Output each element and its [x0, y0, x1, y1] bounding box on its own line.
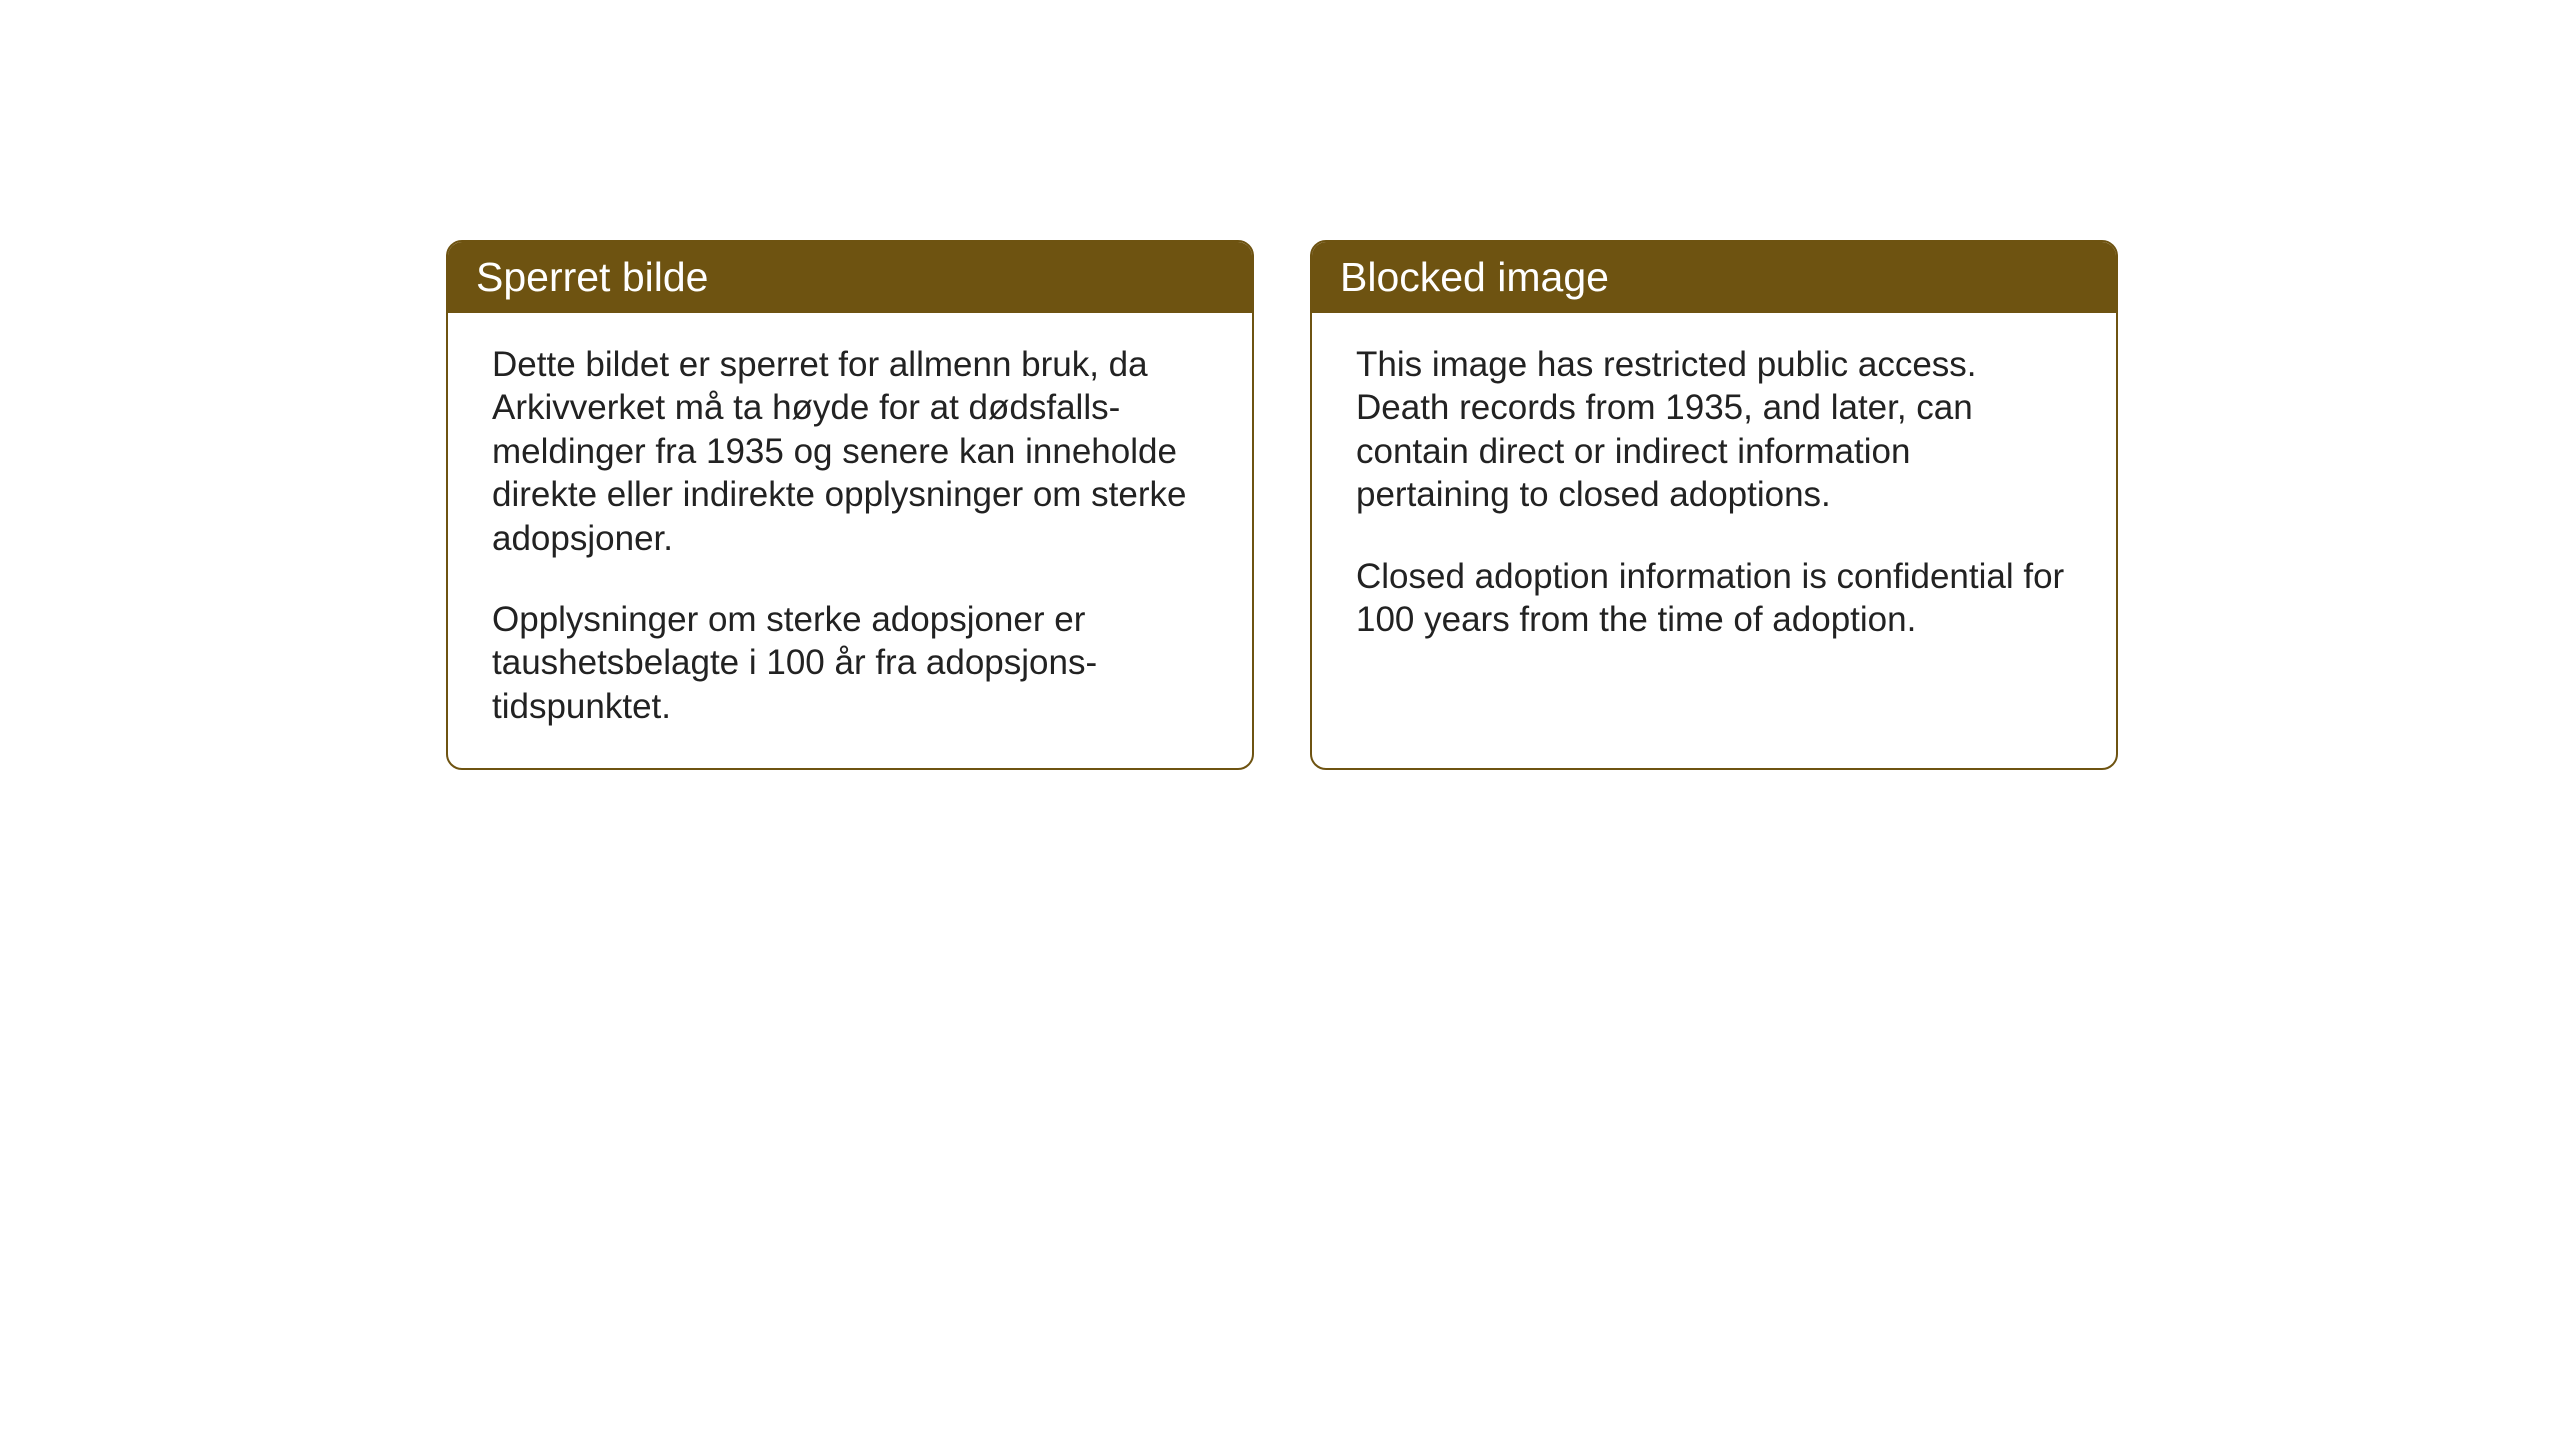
card-english: Blocked image This image has restricted … — [1310, 240, 2118, 770]
card-paragraph-english-1: This image has restricted public access.… — [1356, 343, 2072, 517]
card-paragraph-norwegian-1: Dette bildet er sperret for allmenn bruk… — [492, 343, 1208, 560]
card-header-norwegian: Sperret bilde — [448, 242, 1252, 313]
card-body-english: This image has restricted public access.… — [1312, 313, 2116, 681]
card-body-norwegian: Dette bildet er sperret for allmenn bruk… — [448, 313, 1252, 768]
card-paragraph-norwegian-2: Opplysninger om sterke adopsjoner er tau… — [492, 598, 1208, 728]
card-title-english: Blocked image — [1340, 254, 1609, 300]
cards-container: Sperret bilde Dette bildet er sperret fo… — [446, 240, 2118, 770]
card-title-norwegian: Sperret bilde — [476, 254, 708, 300]
card-norwegian: Sperret bilde Dette bildet er sperret fo… — [446, 240, 1254, 770]
card-header-english: Blocked image — [1312, 242, 2116, 313]
card-paragraph-english-2: Closed adoption information is confident… — [1356, 555, 2072, 642]
